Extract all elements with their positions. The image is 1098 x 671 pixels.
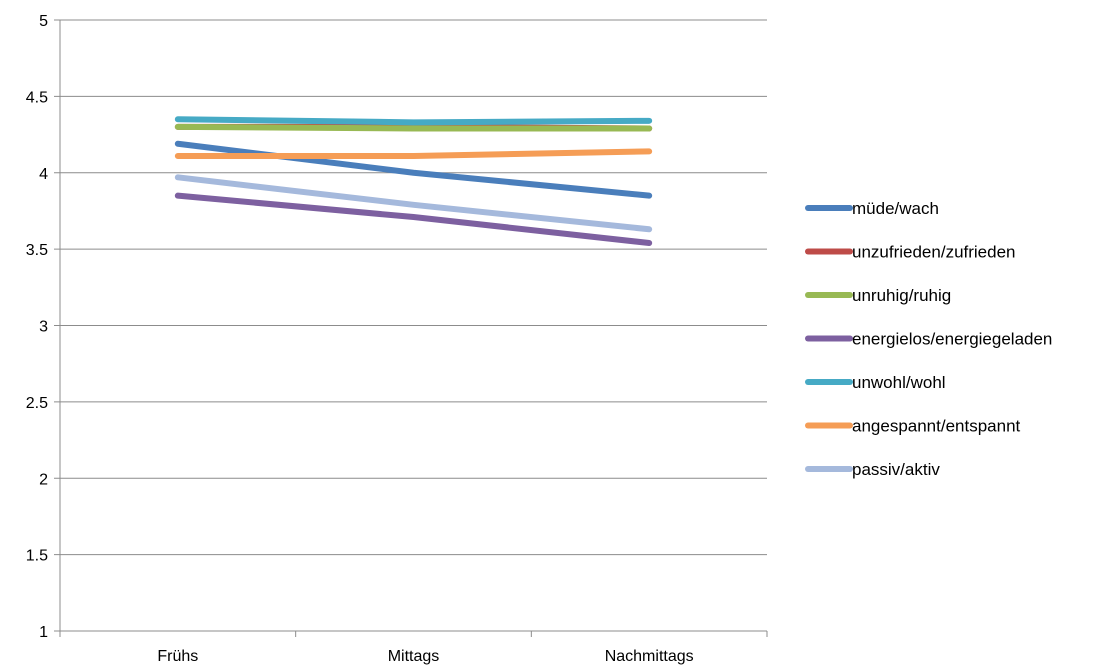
legend-label: passiv/aktiv	[852, 460, 940, 479]
y-tick-label: 4	[39, 166, 48, 183]
axes: 1 1.5 2 2.5 3 3.5 4 4.5 5 Frühs Mittags Nachmittags	[26, 13, 768, 665]
x-tick-label: Frühs	[157, 648, 198, 665]
series-line	[174, 148, 653, 159]
series-line	[174, 123, 653, 132]
legend-label: energielos/energiegeladen	[852, 330, 1052, 349]
legend-label: unwohl/wohl	[852, 373, 946, 392]
gridlines	[60, 19, 767, 556]
y-tick-label: 3	[39, 319, 48, 336]
series-line	[174, 192, 653, 247]
y-tick-label: 4.5	[26, 89, 48, 106]
y-tick-label: 2.5	[26, 395, 48, 412]
x-tick-label: Mittags	[388, 648, 440, 665]
legend-label: unzufrieden/zufrieden	[852, 243, 1016, 262]
series-line	[174, 174, 653, 233]
legend: müde/wach unzufrieden/zufrieden unruhig/ru…	[805, 199, 1052, 479]
y-tick-label: 5	[39, 13, 48, 30]
x-tick-label: Nachmittags	[605, 648, 694, 665]
y-tick-label: 1	[39, 624, 48, 641]
legend-label: unruhig/ruhig	[852, 286, 951, 305]
y-tick-label: 1.5	[26, 548, 48, 565]
y-tick-label: 3.5	[26, 242, 48, 259]
series-lines	[174, 116, 653, 247]
y-tick-label: 2	[39, 471, 48, 488]
series-line	[174, 116, 653, 126]
legend-label: müde/wach	[852, 199, 939, 218]
legend-label: angespannt/entspannt	[852, 417, 1021, 436]
